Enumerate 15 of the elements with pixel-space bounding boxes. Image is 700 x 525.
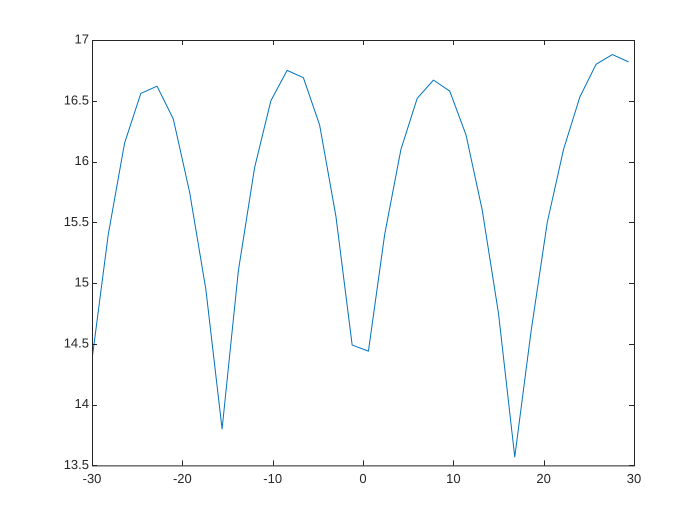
y-tick-label: 13.5: [64, 456, 89, 472]
y-tick-label: 15: [74, 274, 89, 290]
x-tick-label: -20: [172, 470, 192, 486]
x-tick-label: 30: [626, 470, 642, 486]
y-tick-label: 15.5: [64, 214, 89, 229]
y-tick-label: 14: [74, 396, 89, 412]
x-tick-label: -10: [263, 470, 282, 486]
y-tick-label: 16: [74, 153, 89, 168]
y-tick-label: 17: [74, 32, 89, 47]
x-tick-label: 20: [536, 470, 551, 486]
x-tick-label: 0: [359, 470, 367, 486]
x-tick-label: -30: [82, 470, 102, 486]
x-tick-label: 10: [446, 470, 461, 486]
y-tick-label: 16.5: [64, 92, 89, 108]
y-tick-label: 14.5: [64, 335, 89, 350]
